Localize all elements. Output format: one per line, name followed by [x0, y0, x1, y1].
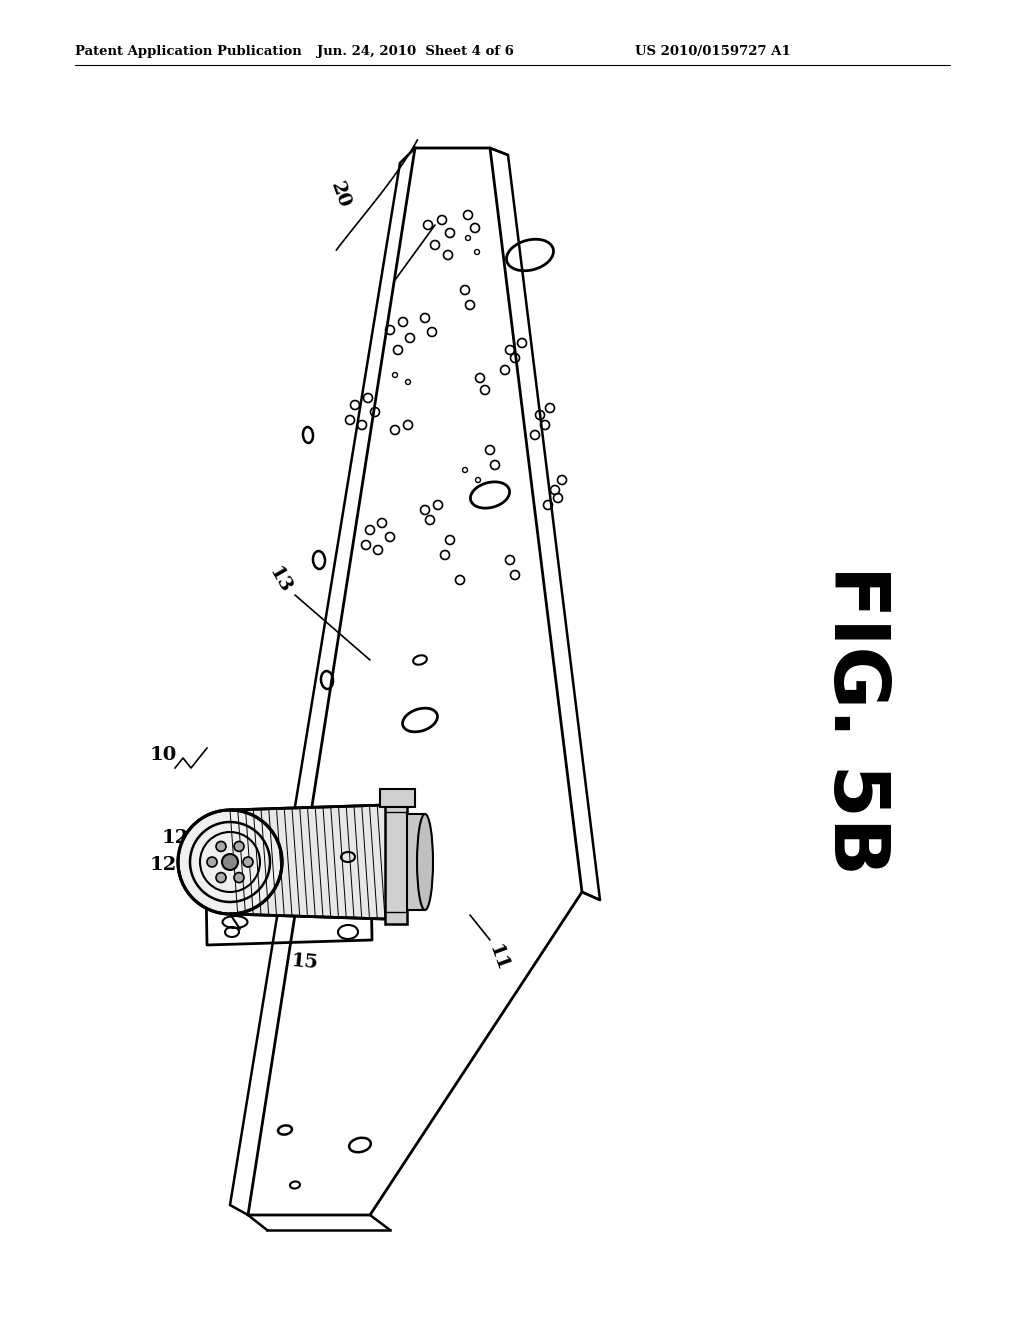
Text: 12: 12	[162, 829, 188, 847]
Text: Patent Application Publication: Patent Application Publication	[75, 45, 302, 58]
Text: 122: 122	[150, 855, 190, 874]
Circle shape	[216, 873, 226, 883]
Text: 11: 11	[484, 942, 511, 974]
Text: 13: 13	[265, 564, 295, 597]
Bar	[407, 814, 425, 909]
Circle shape	[243, 857, 253, 867]
Bar	[385, 800, 407, 924]
Circle shape	[222, 854, 238, 870]
Circle shape	[216, 841, 226, 851]
Text: 10: 10	[150, 746, 176, 764]
Text: 15: 15	[291, 952, 319, 972]
Ellipse shape	[417, 814, 433, 909]
Text: Jun. 24, 2010  Sheet 4 of 6: Jun. 24, 2010 Sheet 4 of 6	[316, 45, 513, 58]
Circle shape	[178, 810, 282, 913]
Circle shape	[234, 841, 244, 851]
Circle shape	[207, 857, 217, 867]
Polygon shape	[230, 805, 385, 919]
Circle shape	[234, 873, 244, 883]
Text: 20: 20	[327, 180, 353, 211]
Text: US 2010/0159727 A1: US 2010/0159727 A1	[635, 45, 791, 58]
Text: FIG. 5B: FIG. 5B	[818, 565, 892, 875]
Bar	[380, 789, 415, 807]
